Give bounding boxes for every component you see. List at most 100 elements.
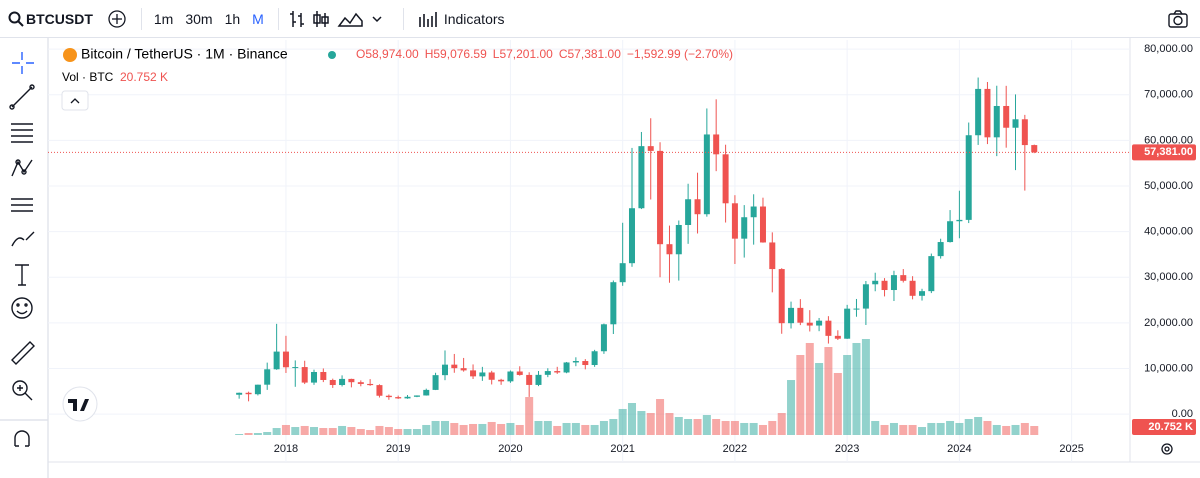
symbol[interactable]: BTCUSDT: [26, 10, 93, 27]
interval[interactable]: 1m: [153, 10, 174, 27]
volume-bar: [590, 424, 599, 435]
candle-body: [666, 244, 673, 255]
candle-body: [928, 256, 935, 292]
volume-bar: [646, 413, 655, 435]
candle-body: [778, 269, 785, 324]
add-symbol[interactable]: [107, 9, 127, 29]
volume-bar: [955, 422, 964, 435]
volume-bar: [974, 417, 983, 435]
tv-logo[interactable]: [62, 386, 98, 422]
volume-bar: [721, 420, 730, 435]
volume-bar: [843, 355, 852, 435]
volume-bar: [927, 422, 936, 435]
candle-body: [657, 150, 664, 245]
candle-body: [675, 224, 682, 255]
collapse-button[interactable]: [61, 90, 89, 111]
top-toolbar: BTCUSDT 1m 30m 1h M Indicators: [0, 0, 1200, 38]
volume-bar: [515, 424, 524, 435]
volume-bar: [356, 429, 365, 435]
volume-bar: [768, 420, 777, 435]
volume-bar: [487, 421, 496, 435]
volume-bar: [534, 420, 543, 435]
volume-bar: [964, 419, 973, 435]
volume-bar: [450, 422, 459, 435]
candle-body: [470, 370, 477, 377]
candle-body: [535, 374, 542, 385]
candle-body: [984, 88, 991, 138]
candle-body: [451, 364, 458, 369]
candle-body: [329, 379, 336, 386]
volume-bar: [1002, 425, 1011, 435]
candle-body: [713, 134, 720, 155]
volume-bar: [272, 428, 281, 435]
candle-body: [937, 242, 944, 257]
candle-body: [245, 392, 252, 395]
candle-body: [282, 351, 289, 368]
volume-bar: [665, 413, 674, 435]
candle-body: [507, 371, 514, 382]
candle-body: [769, 242, 776, 270]
indicators-icon[interactable]: [418, 9, 438, 29]
candle-body: [947, 221, 954, 243]
candle-body: [554, 371, 561, 373]
settings-icon[interactable]: [1161, 443, 1173, 455]
volume-bar: [506, 422, 515, 435]
candle-body: [292, 367, 299, 369]
volume-bar: [328, 428, 337, 435]
candle-body: [965, 135, 972, 220]
candle-body: [628, 208, 635, 264]
candle-body: [432, 375, 439, 390]
candle-body: [264, 369, 271, 385]
candle-body: [376, 385, 383, 396]
candle-body: [395, 397, 402, 399]
volume-bar: [543, 420, 552, 435]
indicators[interactable]: Indicators: [443, 10, 505, 27]
interval[interactable]: 1h: [224, 10, 241, 27]
x-tick-label: 2024: [947, 443, 971, 455]
interval-active[interactable]: M: [252, 10, 264, 27]
volume-bar: [936, 422, 945, 435]
candle-body: [956, 219, 963, 222]
volume-bar: [833, 372, 842, 435]
volume-bar: [253, 433, 262, 435]
volume-bar: [366, 430, 375, 435]
candle-body: [254, 384, 261, 395]
volume-bar: [571, 422, 580, 435]
volume-bar: [702, 415, 711, 435]
candle-body: [544, 371, 551, 375]
volume-bar: [712, 419, 721, 435]
legend: Bitcoin / TetherUS · 1M · Binance O58,97…: [61, 46, 733, 422]
candle-body: [741, 217, 748, 239]
volume-bar: [861, 339, 870, 435]
candle-body: [900, 275, 907, 281]
y-tick-label: 50,000.00: [1144, 180, 1193, 192]
volume-bar: [1020, 422, 1029, 435]
candle-body: [759, 206, 766, 243]
candle-body: [488, 372, 495, 380]
volume-bar: [1011, 424, 1020, 435]
camera-icon[interactable]: [1168, 10, 1188, 28]
volume-bar: [674, 417, 683, 435]
search-icon[interactable]: [8, 11, 24, 27]
candle-body: [348, 378, 355, 383]
candle-body: [367, 383, 374, 386]
volume-bar: [562, 422, 571, 435]
candle-body: [563, 362, 570, 373]
volume-bar: [805, 342, 814, 435]
volume-bar: [684, 419, 693, 435]
volume-bar: [787, 380, 796, 435]
candle-body: [731, 203, 738, 239]
y-tick-label: 60,000.00: [1144, 134, 1193, 146]
interval[interactable]: 30m: [185, 10, 213, 27]
volume-bar: [796, 355, 805, 435]
volume-bar: [525, 397, 534, 435]
candle-body: [498, 379, 505, 382]
candle-body: [993, 105, 1000, 138]
chart-style-icons[interactable]: [289, 8, 389, 30]
volume-bar: [824, 347, 833, 435]
volume-bar: [609, 419, 618, 435]
candle-body: [750, 206, 757, 218]
legend-low: L57,201.00: [493, 47, 553, 61]
candle-body: [825, 320, 832, 336]
volume-bar: [758, 424, 767, 435]
